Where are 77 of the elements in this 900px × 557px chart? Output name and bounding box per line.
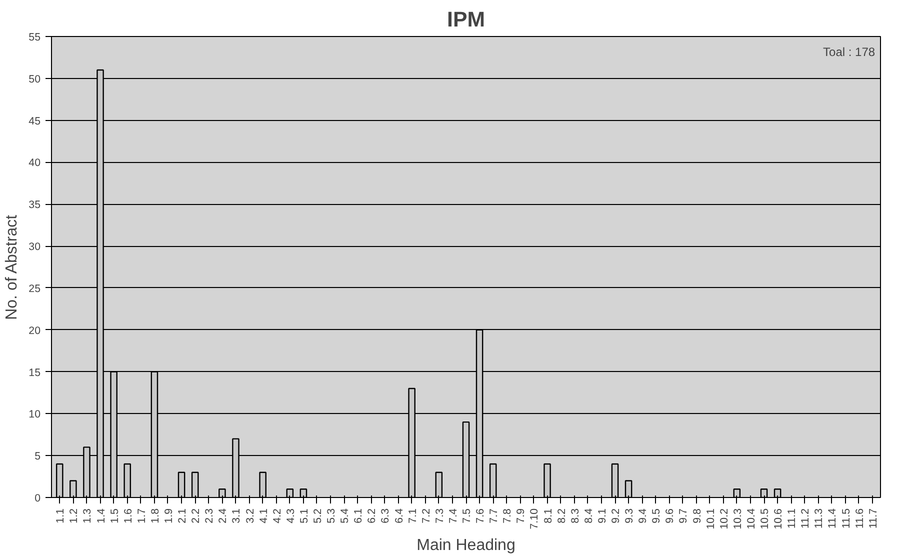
x-tick-label: 5.4 [339, 508, 352, 524]
x-tick-label: 4.2 [271, 508, 284, 524]
x-tick-label: 9.7 [678, 508, 690, 524]
x-tick-label: 7.9 [515, 508, 528, 524]
x-tick-label: 1.2 [68, 508, 80, 524]
y-tick-label: 0 [34, 492, 41, 504]
x-tick-label: 1.5 [108, 508, 121, 524]
x-tick-label: 6.2 [366, 508, 378, 524]
x-tick-label: 2.3 [204, 508, 216, 524]
x-tick-label: 1.6 [122, 508, 134, 524]
x-tick-label: 10.6 [772, 508, 785, 530]
x-tick-label: 11.1 [786, 508, 798, 528]
x-tick-label: 3.1 [230, 508, 243, 524]
x-tick-label: 5.3 [326, 508, 338, 524]
x-tick-label: 10.1 [704, 508, 717, 530]
x-tick-label: 8.1 [542, 508, 554, 524]
y-tick-label: 15 [28, 366, 41, 379]
x-tick-label: 10.2 [718, 508, 730, 530]
x-tick-label: 7.6 [474, 508, 487, 524]
x-tick-label: 3.2 [244, 508, 256, 524]
x-tick-label: 6.4 [393, 508, 406, 524]
x-tick-label: 4.3 [284, 508, 297, 524]
x-tick-label: 7.10 [528, 508, 541, 530]
x-tick-label: 1.4 [95, 508, 108, 524]
x-tick-label: 7.8 [502, 508, 514, 524]
x-tick-label: 7.5 [461, 508, 473, 524]
x-tick-label: 1.9 [162, 508, 175, 524]
x-tick-label: 11.6 [854, 508, 866, 528]
x-tick-label: 11.4 [826, 508, 839, 528]
x-tick-label: 7.3 [434, 508, 446, 524]
y-tick-label: 10 [28, 408, 41, 421]
y-tick-label: 55 [28, 32, 41, 44]
y-tick-label: 30 [28, 241, 41, 254]
x-tick-label: 11.3 [813, 508, 826, 528]
y-tick-label: 40 [28, 157, 41, 170]
x-tick-label: 9.2 [610, 508, 622, 524]
x-tick-label: 7.7 [488, 508, 500, 524]
x-tick-label: 8.4 [582, 508, 595, 524]
x-tick-label: 9.6 [664, 508, 676, 524]
x-tick-label: 7.4 [447, 508, 460, 524]
y-axis-title: No. of Abstract [4, 214, 21, 320]
y-tick-label: 50 [28, 73, 41, 86]
x-tick-label: 11.5 [840, 508, 852, 528]
y-tick-label: 20 [28, 324, 41, 337]
x-tick-label: 6.3 [380, 508, 392, 524]
x-tick-label: 1.1 [54, 508, 67, 524]
y-tick-label: 5 [34, 450, 41, 463]
x-tick-label: 9.5 [650, 508, 663, 524]
x-axis-title: Main Heading [416, 537, 516, 554]
x-tick-label: 8.3 [569, 508, 582, 524]
y-tick-label: 45 [28, 115, 41, 128]
x-tick-label: 7.1 [406, 508, 419, 524]
x-tick-label: 1.8 [149, 508, 162, 524]
x-tick-label: 6.1 [352, 508, 365, 524]
y-tick-label: 25 [28, 282, 41, 295]
x-tick-label: 4.1 [258, 508, 270, 524]
x-tick-label: 9.3 [624, 508, 636, 524]
x-tick-label: 9.1 [596, 508, 608, 524]
x-tick-label: 1.3 [82, 508, 94, 524]
x-tick-label: 10.3 [732, 508, 744, 530]
x-tick-label: 10.4 [745, 508, 758, 530]
x-tick-label: 8.2 [556, 508, 568, 524]
x-tick-label: 9.8 [691, 508, 704, 524]
x-tick-label: 5.1 [298, 508, 310, 524]
chart-title: IPM [447, 8, 485, 32]
x-tick-label: 2.2 [190, 508, 202, 524]
x-tick-label: 11.7 [867, 508, 880, 528]
x-tick-label: 1.7 [136, 508, 148, 524]
annotation: Toal : 178 [823, 44, 876, 59]
y-tick-label: 35 [28, 199, 41, 212]
x-tick-label: 5.2 [312, 508, 324, 524]
x-tick-label: 10.5 [759, 508, 772, 530]
x-tick-label: 9.4 [637, 508, 650, 524]
x-tick-label: 2.1 [176, 508, 189, 524]
x-tick-label: 2.4 [217, 508, 230, 524]
x-tick-label: 11.2 [800, 508, 812, 528]
x-tick-label: 7.2 [420, 508, 432, 524]
